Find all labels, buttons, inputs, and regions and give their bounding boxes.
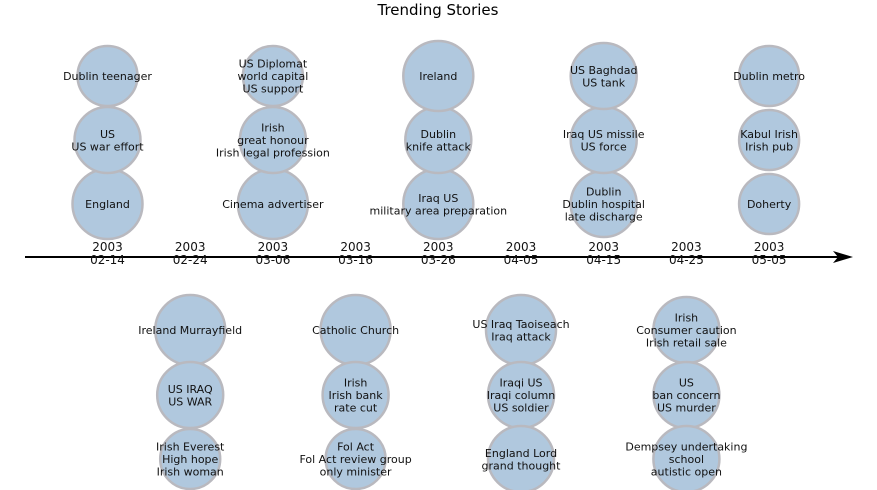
story-label: Dublin metro [733,70,805,83]
story-circle [569,41,638,111]
story-label: Dempsey undertaking school autistic open [625,441,747,479]
story-bubble: England [71,167,144,241]
date-tick-label: 2003 03-26 [421,240,456,267]
story-label: Irish great honour Irish legal profession [216,122,330,160]
date-tick-label: 2003 04-25 [669,240,704,267]
story-bubble: US Diplomat world capital US support [238,44,309,108]
story-label: US Baghdad US tank [570,64,637,90]
story-bubble: US Baghdad US tank [569,41,638,111]
story-bubble: Irish Irish bank rate cut [321,360,390,430]
story-bubble: Doherty [737,172,801,236]
story-bubble: Fol Act Fol Act review group only minister [299,427,412,490]
story-label: US ban concern US murder [652,377,720,415]
story-circle [737,172,801,236]
story-label: Iraq US military area preparation [370,192,508,218]
story-label: US US war effort [71,128,144,154]
story-label: Fol Act Fol Act review group only minister [299,441,411,479]
story-label: Iraq US missile US force [563,128,645,154]
story-label: US Diplomat world capital US support [238,58,309,96]
story-bubble: US Iraq Taoiseach Iraq attack [472,293,570,367]
date-tick-label: 2003 03-06 [255,240,290,267]
story-bubble: Dublin metro [733,44,805,108]
story-label: Irish Irish bank rate cut [329,377,384,415]
story-label: Cinema advertiser [222,198,324,211]
date-tick-label: 2003 04-05 [504,240,539,267]
story-label: US Iraq Taoiseach Iraq attack [472,318,569,344]
date-tick-label: 2003 02-14 [90,240,125,267]
story-bubble: US ban concern US murder [652,360,721,430]
story-circle [486,424,556,490]
date-ticks: 2003 02-14 2003 02-24 2003 03-06 2003 03-16 2003… [90,240,786,267]
story-bubble: Dublin teenager [63,44,152,108]
story-bubble: Ireland Murrayfield [138,293,242,367]
story-circle [652,424,721,490]
date-tick-label: 2003 02-24 [173,240,208,267]
story-label: Irish Consumer caution Irish retail sale [636,312,736,350]
story-label: Ireland [419,70,457,83]
story-bubble: Dempsey undertaking school autistic open [625,424,747,490]
story-circle [324,427,387,490]
story-bubble: Catholic Church [312,293,399,367]
story-label: Dublin knife attack [406,128,472,154]
story-label: Dublin Dublin hospital late discharge [562,186,645,224]
story-label: Dublin teenager [63,70,152,83]
story-bubble: US US war effort [71,105,144,175]
chart-title: Trending Stories [377,1,499,19]
story-circle [241,44,305,108]
story-label: Doherty [747,198,792,211]
story-bubble: Ireland [402,39,475,113]
story-bubbles: England US US war effort Dublin teenager Ire… [63,39,805,490]
story-label: Kabul Irish Irish pub [740,128,798,154]
story-bubble: Irish great honour Irish legal profession [216,105,330,175]
story-label: US IRAQ US WAR [168,383,213,409]
timeline-arrowhead [833,251,853,263]
story-circle [76,44,139,108]
story-bubble: England Lord grand thought [482,424,562,490]
story-label: Irish Everest High hope Irish woman [156,441,225,479]
date-tick-label: 2003 03-16 [338,240,373,267]
story-label: Iraqi US Iraqi column US soldier [487,377,556,415]
date-tick-label: 2003 04-15 [586,240,621,267]
story-circle [402,39,475,113]
story-circle [737,44,801,108]
date-tick-label: 2003 05-05 [752,240,787,267]
story-label: Catholic Church [312,324,399,337]
story-bubble: Kabul Irish Irish pub [737,108,801,172]
story-label: England Lord grand thought [482,447,562,473]
story-label: Ireland Murrayfield [138,324,242,337]
story-bubble: Iraq US missile US force [563,105,645,175]
story-bubble: Dublin Dublin hospital late discharge [562,169,645,239]
story-bubble: Iraqi US Iraqi column US soldier [487,360,556,430]
story-circle [158,427,222,490]
story-bubble: Irish Consumer caution Irish retail sale [636,295,737,365]
story-label: England [85,198,130,211]
story-circle [737,108,801,172]
story-bubble: US IRAQ US WAR [155,360,225,430]
story-bubble: Irish Everest High hope Irish woman [156,427,225,490]
story-bubble: Dublin knife attack [404,105,473,175]
story-bubble: Cinema advertiser [222,167,324,241]
story-bubble: Iraq US military area preparation [370,167,508,241]
